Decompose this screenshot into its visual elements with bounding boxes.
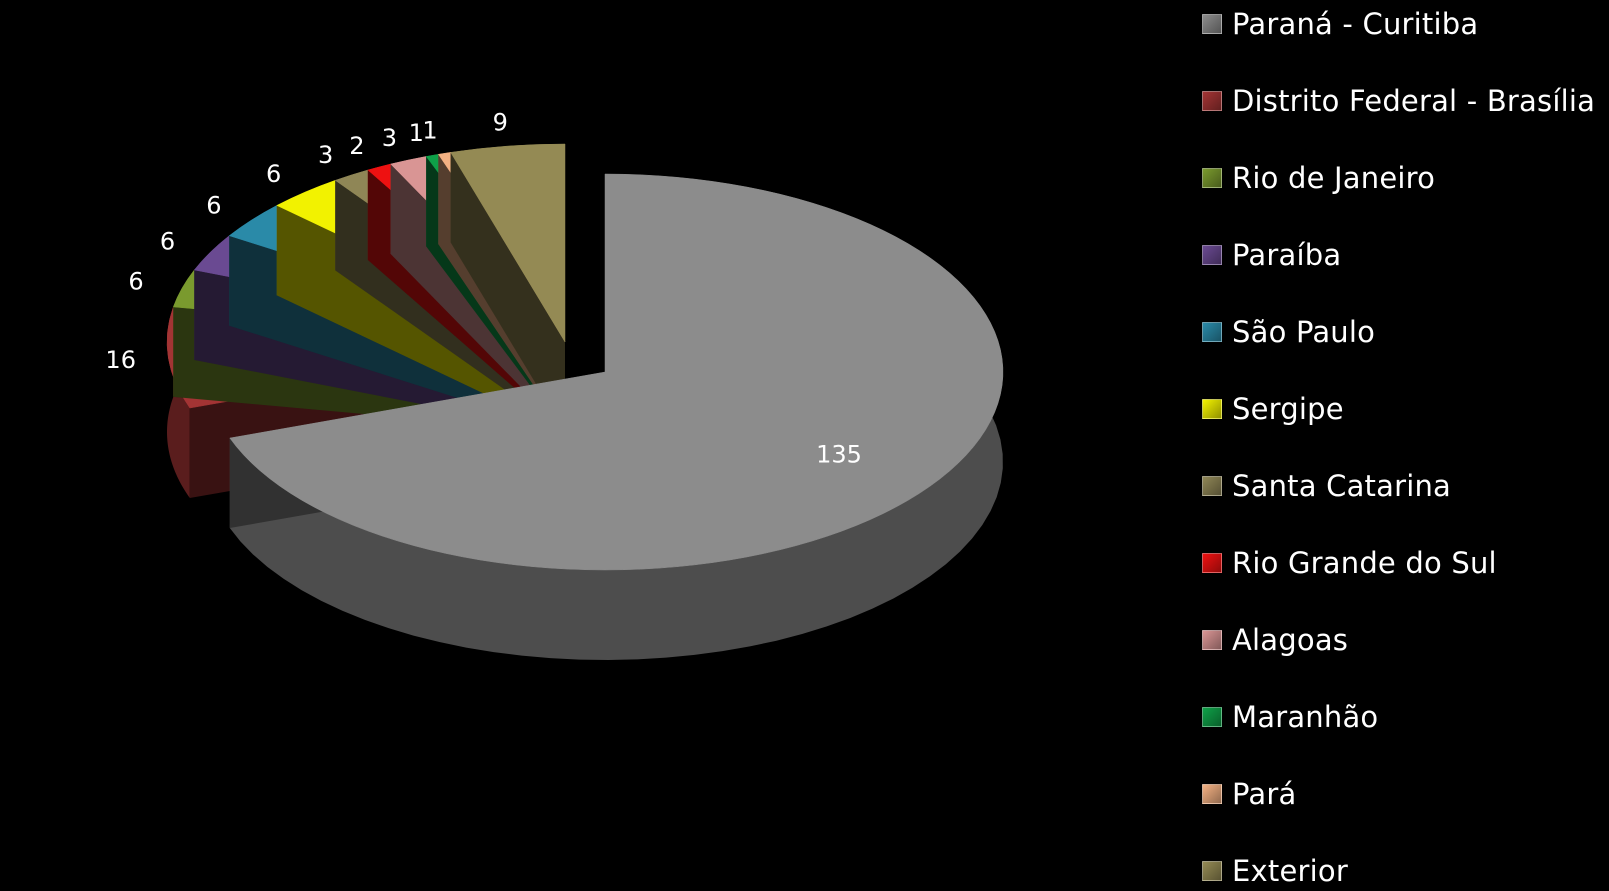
legend-swatch [1202, 476, 1222, 496]
legend-swatch [1202, 630, 1222, 650]
legend-swatch [1202, 245, 1222, 265]
legend-label: Paraíba [1232, 238, 1342, 272]
legend-label: Pará [1232, 777, 1297, 811]
legend-swatch [1202, 322, 1222, 342]
data-label-maranhao: 1 [409, 119, 424, 147]
legend-label: Exterior [1232, 854, 1348, 888]
legend-label: São Paulo [1232, 315, 1376, 349]
data-label-para: 1 [422, 117, 437, 145]
pie-slices [166, 143, 1004, 660]
legend-item-sao-paulo: São Paulo [1202, 312, 1375, 352]
data-label-rio-de-janeiro: 6 [128, 268, 143, 296]
legend-swatch [1202, 861, 1222, 881]
legend-swatch [1202, 707, 1222, 727]
legend-item-para: Pará [1202, 774, 1296, 814]
legend-swatch [1202, 14, 1222, 34]
legend-item-rio-grande-do-sul: Rio Grande do Sul [1202, 543, 1497, 583]
legend-item-santa-catarina: Santa Catarina [1202, 466, 1451, 506]
legend-item-exterior: Exterior [1202, 851, 1348, 891]
legend-label: Sergipe [1232, 392, 1344, 426]
data-label-alagoas: 3 [382, 124, 397, 152]
legend-swatch [1202, 168, 1222, 188]
legend-label: Maranhão [1232, 700, 1379, 734]
legend-item-parana-curitiba: Paraná - Curitiba [1202, 4, 1478, 44]
slice-parana-curitiba [229, 173, 1004, 660]
legend-item-distrito-federal-brasilia: Distrito Federal - Brasília [1202, 81, 1595, 121]
legend-swatch [1202, 91, 1222, 111]
data-label-exterior: 9 [493, 109, 508, 137]
chart-legend: Paraná - Curitiba Distrito Federal - Bras… [1202, 0, 1609, 888]
data-label-santa-catarina: 3 [318, 141, 333, 169]
data-label-sergipe: 6 [266, 160, 281, 188]
data-label-distrito-federal-brasilia: 16 [105, 346, 136, 374]
legend-label: Alagoas [1232, 623, 1349, 657]
legend-label: Rio de Janeiro [1232, 161, 1436, 195]
legend-item-paraiba: Paraíba [1202, 235, 1341, 275]
legend-label: Distrito Federal - Brasília [1232, 84, 1596, 118]
legend-label: Santa Catarina [1232, 469, 1452, 503]
legend-label: Rio Grande do Sul [1232, 546, 1497, 580]
data-label-parana-curitiba: 135 [816, 440, 862, 468]
legend-item-maranhao: Maranhão [1202, 697, 1378, 737]
slice-exterior [450, 143, 566, 432]
data-label-sao-paulo: 6 [206, 191, 221, 219]
legend-swatch [1202, 399, 1222, 419]
data-label-rio-grande-do-sul: 2 [349, 132, 364, 160]
legend-item-rio-de-janeiro: Rio de Janeiro [1202, 158, 1435, 198]
legend-item-sergipe: Sergipe [1202, 389, 1344, 429]
legend-item-alagoas: Alagoas [1202, 620, 1348, 660]
legend-swatch [1202, 784, 1222, 804]
data-label-paraiba: 6 [160, 228, 175, 256]
legend-swatch [1202, 553, 1222, 573]
legend-label: Paraná - Curitiba [1232, 7, 1479, 41]
